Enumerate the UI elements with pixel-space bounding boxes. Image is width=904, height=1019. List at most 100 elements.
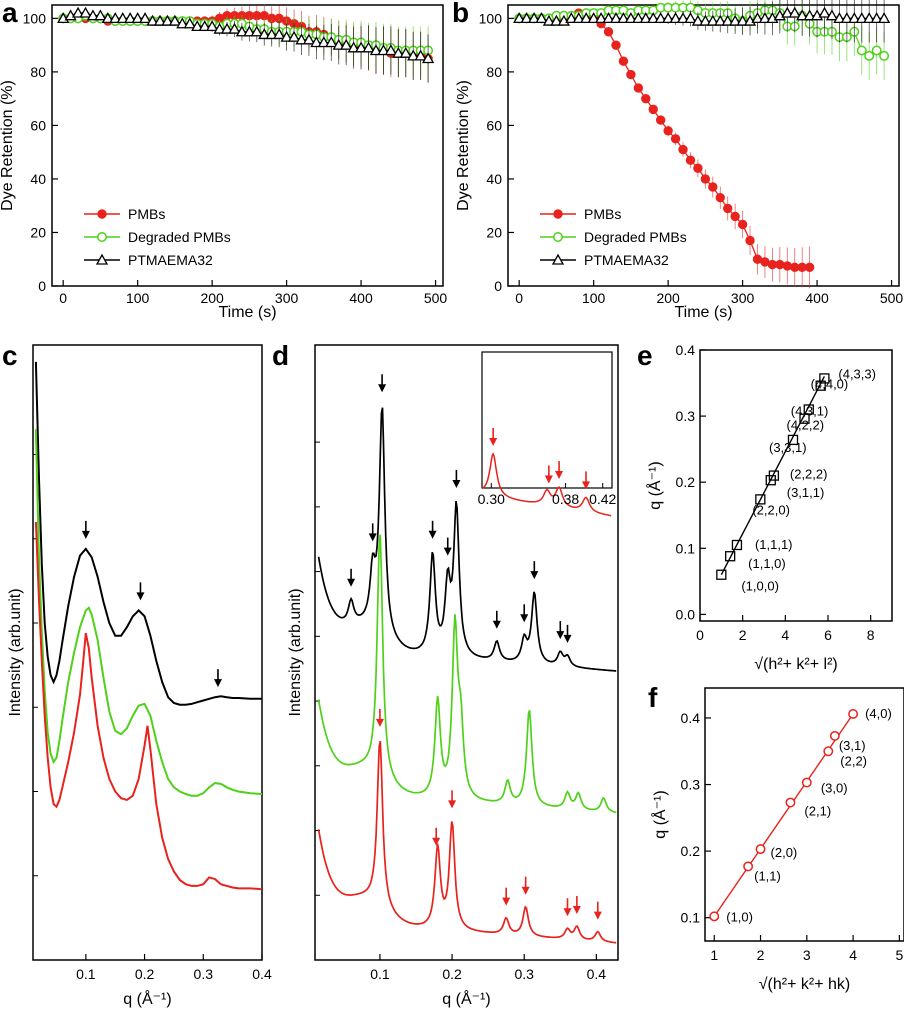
data-point-ptmaema [781, 6, 794, 18]
axes-frame-b [507, 4, 900, 287]
x-tick-label: 0.4 [587, 966, 607, 982]
miller-index-label: (2,1) [804, 804, 831, 819]
data-point-pmbs [715, 192, 725, 203]
data-point [801, 777, 812, 788]
x-axis-label: q (Å⁻¹) [442, 989, 490, 1008]
peak-arrow-head [428, 530, 437, 539]
data-point-pmbs [730, 211, 740, 222]
y-tick-label: 80 [486, 64, 502, 80]
y-tick-label: 20 [30, 224, 46, 240]
panel-label-a: a [2, 0, 18, 28]
data-point-degraded [864, 50, 875, 61]
data-point-ptmaema [751, 12, 764, 24]
data-point-degraded [879, 50, 890, 61]
x-axis-label: Time (s) [218, 304, 276, 321]
peak-arrow-head [213, 679, 222, 688]
y-tick-label: 0.3 [681, 777, 701, 793]
data-point-ptmaema [243, 25, 256, 37]
peak-arrow-head [378, 384, 387, 393]
data-point-ptmaema [535, 12, 548, 24]
data-point-ptmaema [602, 12, 615, 24]
axes-frame-e [699, 349, 893, 622]
miller-index-label: (1,0,0) [741, 579, 779, 594]
x-tick-label: 100 [126, 290, 150, 306]
data-point-ptmaema [146, 14, 159, 26]
legend-label: PMBs [584, 206, 621, 222]
miller-index-label: (3,3,1) [769, 440, 807, 455]
data-point-ptmaema [855, 12, 868, 24]
data-layer [34, 0, 891, 944]
data-point-ptmaema [565, 12, 578, 24]
data-point-ptmaema [265, 28, 278, 40]
panel-label-e: e [637, 340, 653, 371]
data-point [755, 844, 766, 855]
x-tick-label: 8 [867, 627, 875, 643]
axes-frames [32, 4, 904, 961]
y-tick-label: 80 [30, 64, 46, 80]
x-tick-label: 0.1 [76, 966, 96, 982]
x-tick-label: 1 [710, 947, 718, 963]
x-tick-label: 200 [656, 290, 680, 306]
data-point-pmbs [611, 40, 621, 50]
miller-index-label: (3,1,1) [787, 485, 825, 500]
y-axis-label: Intensity (arb.unit) [7, 588, 24, 716]
miller-index-label: (1,1) [754, 868, 781, 883]
data-point-ptmaema [399, 46, 412, 58]
data-point-ptmaema [183, 17, 196, 29]
panel-label-c: c [2, 340, 18, 371]
data-point-ptmaema [340, 38, 353, 50]
x-tick-label: 0.1 [370, 966, 390, 982]
miller-index-label: (4,0) [865, 706, 892, 721]
peak-arrow-head [572, 905, 581, 914]
miller-index-label: (2,0) [771, 845, 798, 860]
data-point-ptmaema [302, 33, 316, 45]
y-tick-label: 100 [479, 10, 503, 26]
data-point-pmbs [700, 174, 711, 184]
data-point-pmbs [775, 259, 785, 270]
x-axis-label: q (Å⁻¹) [123, 989, 171, 1008]
data-point-pmbs [804, 262, 815, 272]
data-point-ptmaema [362, 41, 375, 53]
data-point-ptmaema [168, 14, 181, 26]
data-point-ptmaema [825, 9, 839, 21]
data-point [725, 551, 736, 562]
data-point-pmbs [618, 56, 629, 66]
legend-marker-degraded [97, 232, 107, 242]
inset-peak-arrow-head [582, 481, 590, 490]
data-point-ptmaema [369, 44, 383, 56]
y-axis-label: Dye Retention (%) [455, 80, 472, 211]
x-tick-label: 400 [349, 290, 373, 306]
axes-frame-f [704, 687, 904, 942]
data-point-ptmaema [617, 12, 630, 24]
data-point-ptmaema [258, 28, 271, 40]
legend-marker-pmbs [553, 209, 563, 219]
curve-pmbs [34, 521, 263, 891]
data-point-ptmaema [198, 20, 211, 32]
y-tick-label: 40 [30, 171, 46, 187]
miller-index-label: (2,2) [840, 753, 867, 768]
data-point-ptmaema [520, 12, 533, 24]
data-point-ptmaema [550, 14, 563, 26]
x-tick-label: 4 [849, 947, 857, 963]
data-point-ptmaema [676, 12, 690, 24]
data-point-ptmaema [662, 12, 675, 24]
peak-arrow-head [452, 479, 461, 488]
data-point-pmbs [782, 261, 792, 271]
miller-index-label: (1,0) [726, 909, 753, 924]
miller-index-label: (3,0) [821, 781, 848, 796]
panel-label-f: f [648, 682, 658, 713]
data-point-pmbs [685, 155, 696, 165]
data-point-ptmaema [71, 6, 85, 18]
x-tick-label: 400 [805, 290, 829, 306]
inset-x-tick-label: 0.30 [478, 491, 505, 507]
data-point-pmbs [737, 219, 748, 230]
peak-arrow-head [81, 530, 90, 539]
miller-index-label: (4,3,3) [838, 366, 876, 381]
panel-label-b: b [452, 0, 469, 28]
data-point-ptmaema [273, 28, 286, 40]
data-point-ptmaema [669, 12, 682, 24]
data-point-pmbs [693, 163, 703, 173]
x-axis-label: Time (s) [674, 304, 732, 321]
peak-arrow-head [563, 634, 572, 643]
peak-arrow-head [448, 800, 457, 809]
